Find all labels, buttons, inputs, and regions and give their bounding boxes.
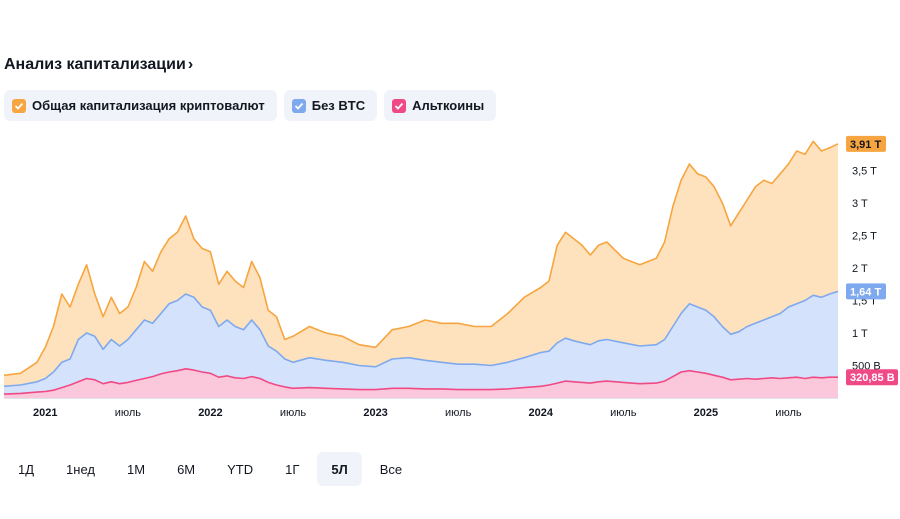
last-value-badge-total-cap (846, 135, 886, 152)
series-line-ex-btc (3, 290, 839, 388)
legend-ex-btc-label: Без BTC (311, 98, 366, 113)
legend-total[interactable]: Общая капитализация криптовалют (4, 90, 277, 121)
x-tick-label: июль (445, 407, 472, 419)
y-tick-label: 2,5 T (852, 231, 877, 243)
last-value-badge-ex-btc (846, 283, 886, 300)
range-1y[interactable]: 1Г (285, 461, 300, 477)
market-cap-chart[interactable]: 2021 июль 2022 июль 2023 июль 2024 июль 2025 июль… (0, 130, 900, 430)
x-tick-label: июль (775, 407, 802, 419)
y-tick-label: 2 T (852, 263, 868, 275)
x-tick-label: 2023 (363, 407, 387, 419)
last-value-badge-altcoins (846, 369, 898, 386)
last-value-label-total-cap: 3,91 T (850, 139, 881, 151)
checkbox-icon (392, 98, 407, 113)
range-6m[interactable]: 6М (177, 461, 196, 477)
range-all[interactable]: Все (379, 461, 403, 477)
last-value-label-ex-btc: 1,64 T (850, 286, 881, 298)
series-area-altcoins (4, 368, 838, 398)
page-title[interactable]: Анализ капитализации › (4, 56, 193, 74)
x-tick-label: июль (115, 407, 142, 419)
x-tick-label: 2021 (33, 407, 57, 419)
range-1w[interactable]: 1нед (66, 461, 95, 477)
y-tick-label: 3,5 T (852, 166, 877, 178)
range-ytd[interactable]: YTD (227, 461, 254, 477)
range-1m[interactable]: 1М (127, 461, 146, 477)
series-line-altcoins (3, 368, 838, 395)
legend: Общая капитализация криптовалют Без BTC … (4, 90, 497, 121)
title-text: Анализ капитализации (4, 56, 186, 73)
x-tick-label: июль (610, 407, 637, 419)
series-area-ex-btc (4, 291, 838, 398)
time-range-selector: 1Д 1нед 1М 6М YTD 1Г 5Л Все (4, 452, 416, 486)
checkbox-icon (12, 98, 26, 113)
checkbox-icon (291, 98, 306, 113)
range-5y[interactable]: 5Л (317, 452, 362, 486)
legend-total-label: Общая капитализация криптовалют (32, 98, 265, 113)
x-tick-label: июль (280, 407, 307, 419)
legend-altcoins-label: Альткоины (412, 98, 485, 113)
last-value-label-altcoins: 320,85 B (850, 372, 895, 384)
series-line-total-cap (3, 140, 839, 377)
legend-altcoins[interactable]: Альткоины (384, 90, 497, 121)
x-tick-label: 2024 (528, 407, 553, 419)
y-tick-label: 1 T (852, 328, 868, 340)
range-1d[interactable]: 1Д (18, 461, 35, 477)
legend-ex-btc[interactable]: Без BTC (283, 90, 378, 121)
y-tick-label: 3 T (852, 198, 868, 210)
x-tick-label: 2025 (694, 407, 718, 419)
chevron-right-icon: › (187, 56, 194, 73)
x-tick-label: 2022 (198, 407, 222, 419)
